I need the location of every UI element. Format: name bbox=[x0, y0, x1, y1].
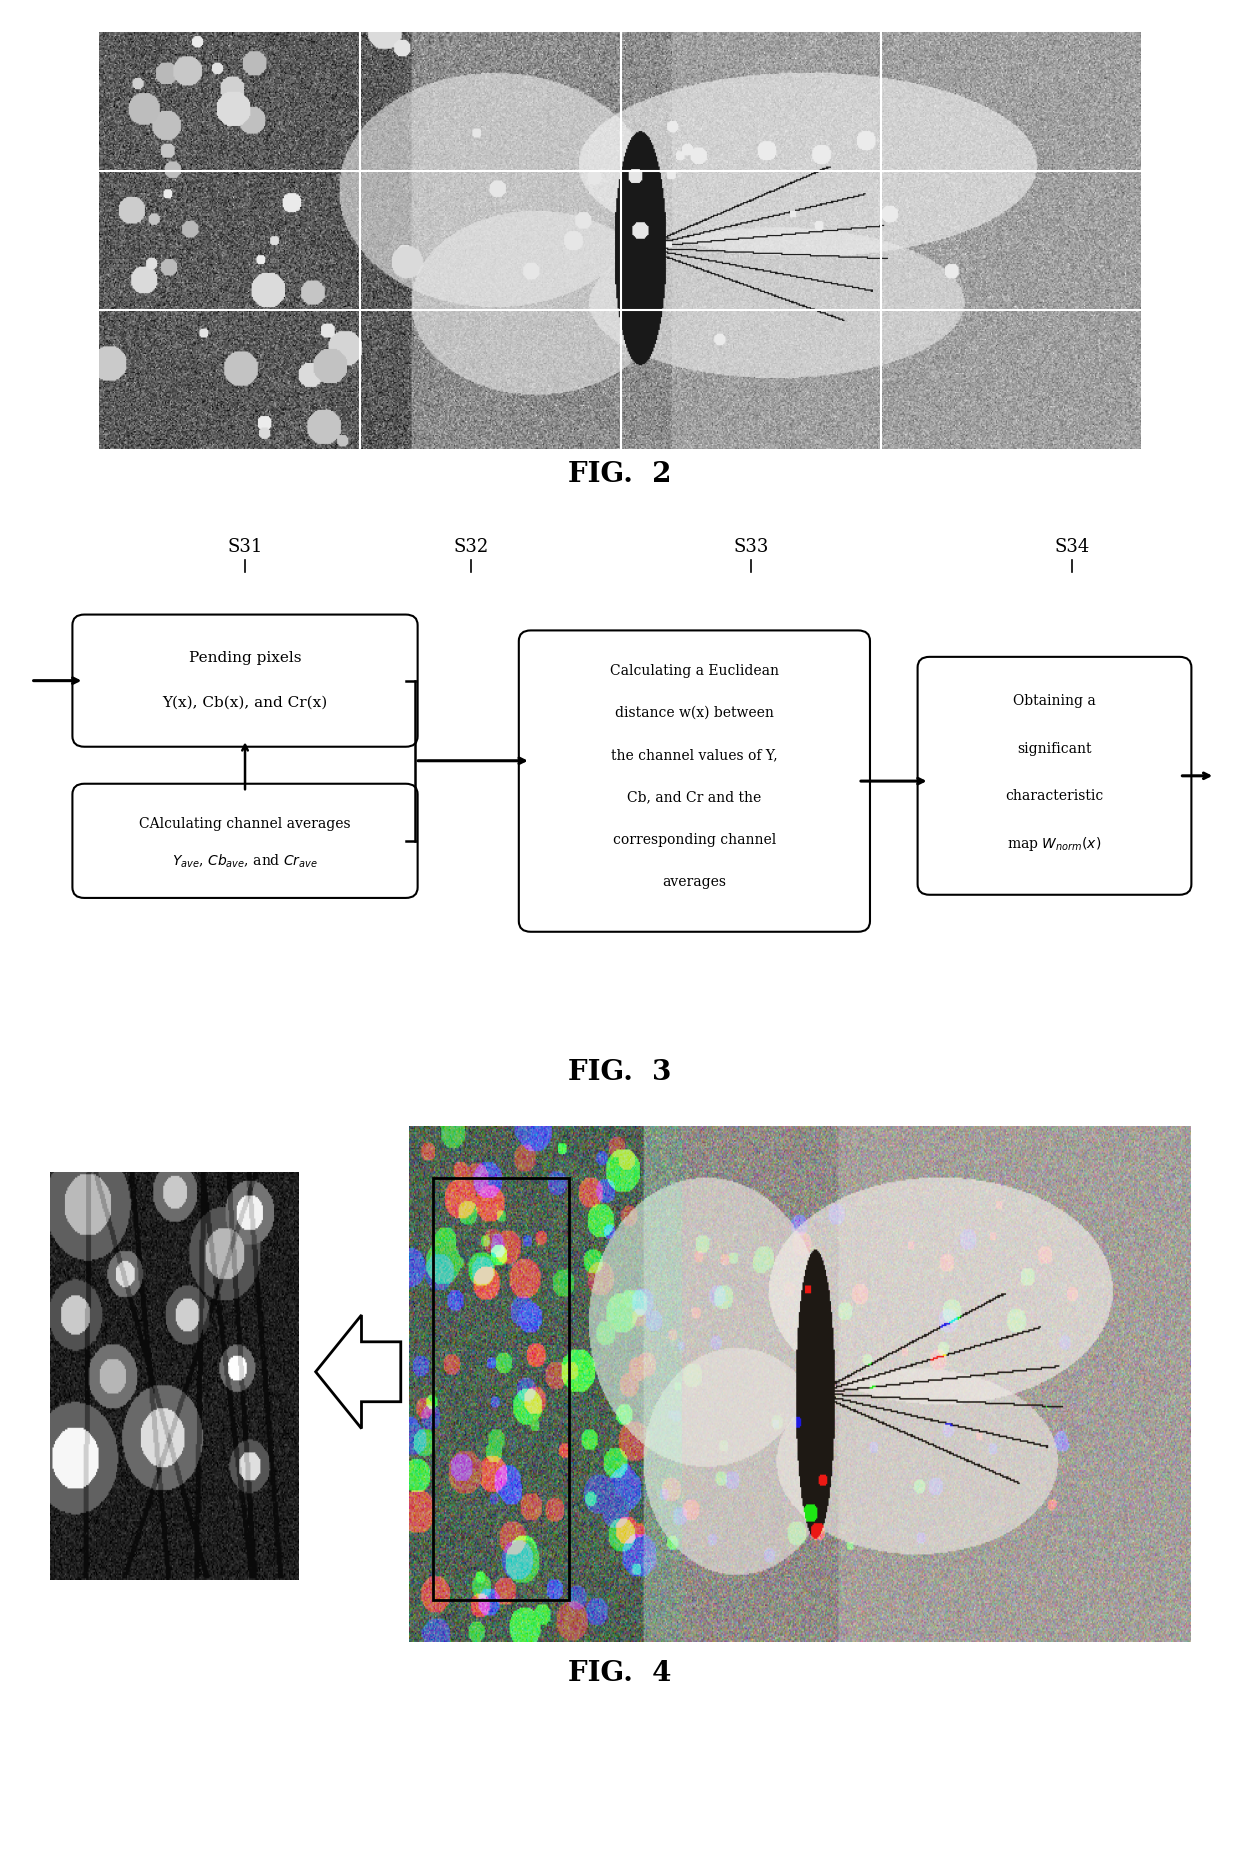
Bar bbox=[433, 1178, 569, 1601]
Text: FIG.  3: FIG. 3 bbox=[568, 1059, 672, 1085]
Text: $Y_{ave}$, $Cb_{ave}$, and $Cr_{ave}$: $Y_{ave}$, $Cb_{ave}$, and $Cr_{ave}$ bbox=[172, 853, 317, 870]
Text: S34: S34 bbox=[1055, 538, 1090, 556]
Text: map $W_{norm}(x)$: map $W_{norm}(x)$ bbox=[1007, 835, 1101, 853]
Text: S31: S31 bbox=[227, 538, 263, 556]
Text: corresponding channel: corresponding channel bbox=[613, 833, 776, 846]
Text: distance w(x) between: distance w(x) between bbox=[615, 707, 774, 720]
Text: S32: S32 bbox=[454, 538, 489, 556]
Text: CAlculating channel averages: CAlculating channel averages bbox=[139, 816, 351, 831]
Text: Y(x), Cb(x), and Cr(x): Y(x), Cb(x), and Cr(x) bbox=[162, 696, 327, 710]
FancyBboxPatch shape bbox=[72, 614, 418, 748]
Text: FIG.  4: FIG. 4 bbox=[568, 1660, 672, 1686]
FancyBboxPatch shape bbox=[518, 631, 870, 931]
FancyBboxPatch shape bbox=[918, 657, 1192, 894]
Text: averages: averages bbox=[662, 876, 727, 889]
Text: S33: S33 bbox=[733, 538, 769, 556]
Text: Calculating a Euclidean: Calculating a Euclidean bbox=[610, 664, 779, 677]
Text: the channel values of Y,: the channel values of Y, bbox=[611, 748, 777, 762]
FancyArrow shape bbox=[316, 1315, 401, 1428]
FancyBboxPatch shape bbox=[72, 785, 418, 898]
Text: FIG.  2: FIG. 2 bbox=[568, 462, 672, 488]
Text: Pending pixels: Pending pixels bbox=[188, 651, 301, 666]
Text: significant: significant bbox=[1017, 742, 1091, 755]
Text: characteristic: characteristic bbox=[1006, 790, 1104, 803]
Text: Obtaining a: Obtaining a bbox=[1013, 694, 1096, 709]
Text: Cb, and Cr and the: Cb, and Cr and the bbox=[627, 790, 761, 805]
